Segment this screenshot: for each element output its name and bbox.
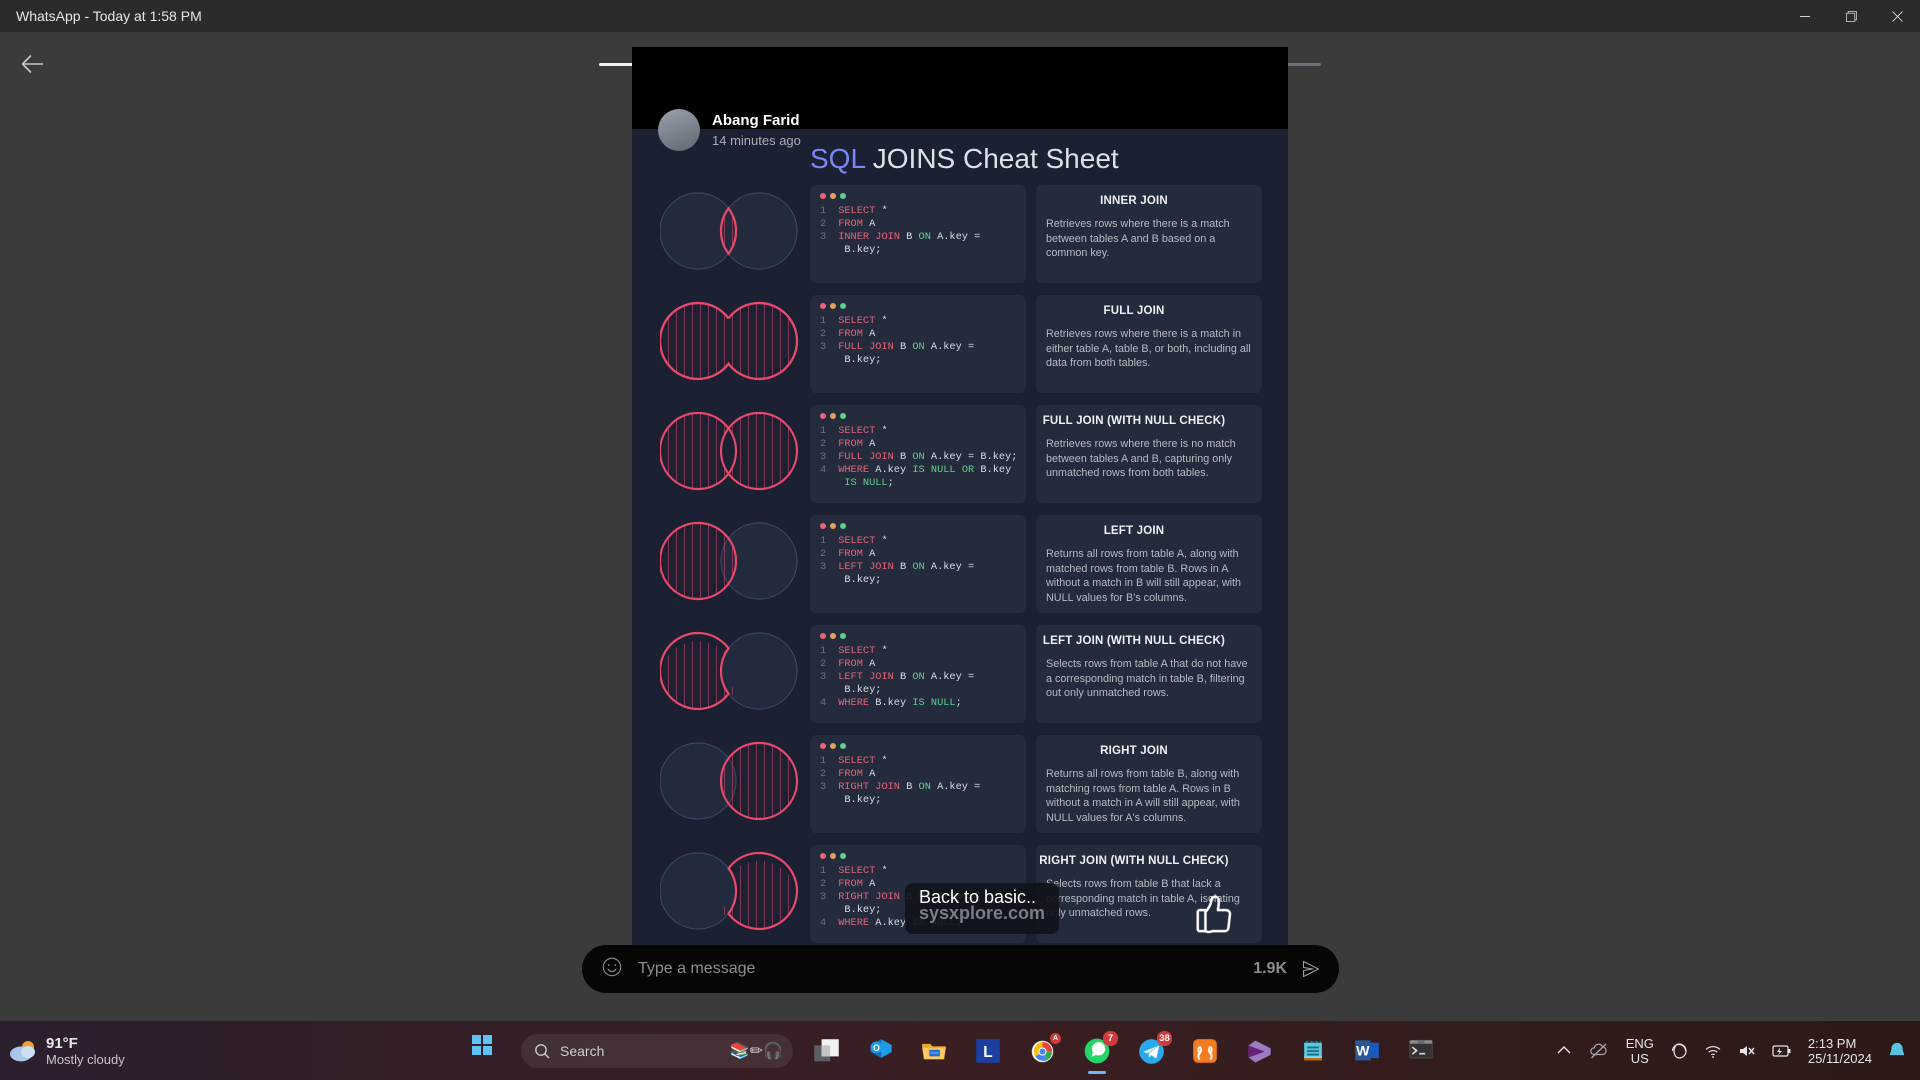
svg-text:O: O <box>872 1042 879 1052</box>
svg-text:W: W <box>1356 1044 1370 1060</box>
svg-text:L: L <box>983 1044 992 1061</box>
